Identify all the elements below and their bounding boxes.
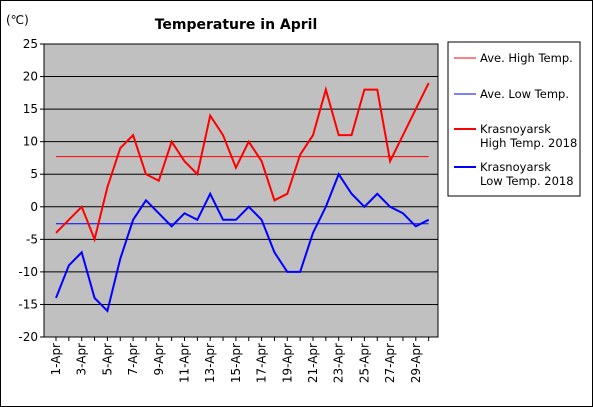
x-tick-label: 5-Apr (100, 343, 114, 376)
x-tick-label: 15-Apr (229, 343, 243, 383)
x-tick-label: 7-Apr (126, 343, 140, 376)
gridlines (44, 76, 438, 305)
legend-label-line1: Krasnoyarsk (480, 122, 551, 136)
y-tick-label: -15 (18, 297, 38, 311)
x-tick-label: 23-Apr (332, 343, 346, 383)
legend-box (447, 41, 581, 197)
legend-label-line2: Low Temp. 2018 (480, 174, 574, 188)
y-tick-label: 0 (30, 200, 38, 214)
y-tick-label: 15 (23, 102, 38, 116)
x-tick-label: 9-Apr (152, 343, 166, 376)
y-tick-label: 10 (23, 135, 38, 149)
series-line-3 (55, 172, 430, 313)
x-tick-label: 11-Apr (178, 343, 192, 383)
plot-area (43, 43, 439, 338)
y-tick-label: -20 (18, 330, 38, 344)
x-tick-label: 29-Apr (409, 343, 423, 383)
legend-label: Ave. Low Temp. (480, 87, 569, 101)
series-line-2 (55, 82, 430, 243)
x-tick-label: 25-Apr (357, 343, 371, 383)
y-axis-ticks: 25 20 15 10 5 0 -5 -10 -15 -20 (18, 37, 44, 344)
series-lines (55, 82, 430, 313)
x-tick-label: 1-Apr (49, 343, 63, 376)
x-tick-label: 21-Apr (306, 343, 320, 383)
y-tick-label: 5 (30, 167, 38, 181)
y-tick-label: -5 (26, 232, 38, 246)
x-tick-label: 13-Apr (203, 343, 217, 383)
legend-label: Ave. High Temp. (480, 51, 573, 65)
y-axis-unit: (℃) (6, 13, 29, 27)
x-tick-label: 27-Apr (383, 343, 397, 383)
legend-label-line1: Krasnoyarsk (480, 160, 551, 174)
x-tick-label: 17-Apr (255, 343, 269, 383)
legend: Ave. High Temp. Ave. Low Temp. Krasnoyarsk… (447, 41, 581, 197)
y-tick-label: 20 (23, 70, 38, 84)
chart-title: Temperature in April (155, 17, 318, 33)
legend-label-line2: High Temp. 2018 (480, 136, 577, 150)
x-tick-label: 3-Apr (75, 343, 89, 376)
y-tick-label: 25 (23, 37, 38, 51)
x-tick-label: 19-Apr (280, 343, 294, 383)
x-axis-ticks: 1-Apr 3-Apr 5-Apr 7-Apr 9-Apr 11-Apr 13-Apr 15-… (49, 337, 430, 383)
y-tick-label: -10 (18, 265, 38, 279)
